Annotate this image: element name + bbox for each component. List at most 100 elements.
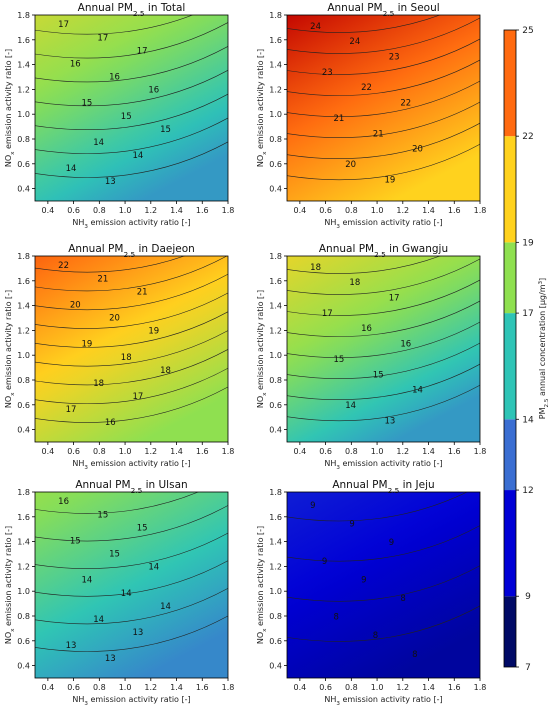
- contour-label: 21: [373, 129, 384, 139]
- contour-label: 15: [97, 510, 108, 520]
- y-tick-label: 0.6: [269, 401, 282, 410]
- contour-label: 22: [58, 261, 69, 271]
- panel-4: 18 18 17 17 16 16 15 15 14 14 13 0.4 0.6 0.8 1.0 1.2 1.4…: [256, 243, 486, 471]
- panel-6: 9 9 9 9 9 8 8 8 8 0.4 0.6 0.8 1.0 1.2 1.4 1.6 1.8 0.4 0.6 0…: [256, 479, 486, 707]
- contour-label: 14: [93, 138, 104, 148]
- contour-label: 19: [82, 340, 93, 350]
- colorbar-band: [504, 313, 516, 420]
- x-tick-label: 0.4: [293, 683, 306, 692]
- contour-label: 9: [389, 538, 394, 548]
- contour-line: [35, 93, 228, 131]
- y-tick-label: 1.8: [17, 11, 30, 20]
- x-tick-label: 1.8: [474, 206, 487, 215]
- contour-line: [35, 69, 228, 107]
- contour-line: [287, 256, 441, 274]
- contour-label: 14: [412, 386, 423, 396]
- contour-label: 16: [58, 497, 69, 507]
- x-tick-label: 1.6: [196, 447, 209, 456]
- contour-label: 14: [148, 563, 159, 573]
- contour-label: 23: [389, 52, 400, 62]
- contour-label: 20: [412, 145, 423, 155]
- contour-label: 14: [121, 589, 132, 599]
- contour-label: 24: [310, 22, 321, 32]
- y-tick-label: 1.6: [17, 277, 30, 286]
- contour-label: 13: [132, 628, 143, 638]
- panel-title: Annual PM2.5 in Daejeon: [68, 243, 195, 259]
- y-tick-label: 1.0: [17, 587, 30, 596]
- y-tick-label: 1.8: [17, 488, 30, 497]
- colorbar-band: [504, 596, 516, 667]
- y-tick-label: 0.6: [269, 160, 282, 169]
- y-tick-label: 1.8: [269, 11, 282, 20]
- x-tick-label: 0.6: [67, 206, 80, 215]
- x-tick-label: 1.8: [222, 683, 235, 692]
- contour-line: [35, 117, 228, 154]
- y-tick-label: 1.2: [269, 326, 282, 335]
- contour-line: [35, 256, 228, 292]
- y-tick-label: 1.4: [269, 61, 282, 70]
- contour-label: 17: [322, 309, 333, 319]
- contour-line: [287, 300, 480, 337]
- contour-label: 8: [373, 631, 378, 641]
- contour-line: [287, 605, 480, 642]
- x-tick-label: 0.8: [345, 447, 358, 456]
- contour-line: [35, 587, 228, 625]
- contour-label: 18: [310, 263, 321, 273]
- x-tick-label: 1.8: [222, 206, 235, 215]
- y-tick-label: 1.6: [269, 513, 282, 522]
- plot-frame: [286, 491, 481, 679]
- y-tick-label: 1.0: [269, 587, 282, 596]
- x-tick-label: 0.8: [93, 447, 106, 456]
- contour-fill: [35, 15, 228, 201]
- x-tick-label: 0.6: [319, 683, 332, 692]
- contour-label: 18: [349, 278, 360, 288]
- x-tick-label: 1.0: [119, 683, 132, 692]
- x-tick-label: 1.2: [396, 447, 409, 456]
- contour-label: 13: [384, 416, 395, 426]
- contour-label: 18: [93, 379, 104, 389]
- contour-label: 19: [148, 327, 159, 337]
- x-axis-label: NH3 emission activity ratio [-]: [324, 218, 442, 230]
- panel-title: Annual PM2.5 in Ulsan: [75, 479, 187, 495]
- contour-label: 15: [160, 125, 171, 135]
- contour-line: [35, 273, 228, 311]
- y-axis-label: NOx emission activity ratio [-]: [256, 526, 268, 644]
- contour-line: [287, 565, 480, 602]
- y-tick-label: 0.8: [17, 135, 30, 144]
- colorbar-tick-label: 12: [522, 486, 533, 496]
- y-tick-label: 0.8: [17, 612, 30, 621]
- contour-label: 17: [97, 33, 108, 43]
- contour-line: [287, 321, 480, 358]
- x-tick-label: 1.2: [144, 206, 157, 215]
- contour-label: 14: [345, 401, 356, 411]
- contour-label: 20: [70, 300, 81, 310]
- panel-3: 22 21 21 20 20 19 19 18 18 18 17 17 16 0.4 0.6 0.8 1.0 1.…: [4, 243, 234, 471]
- x-tick-label: 1.6: [448, 447, 461, 456]
- y-tick-label: 1.4: [269, 538, 282, 547]
- contour-label: 9: [361, 575, 366, 585]
- contour-fill: [287, 256, 480, 442]
- contour-line: [35, 367, 228, 405]
- contour-label: 20: [345, 160, 356, 170]
- y-tick-label: 1.8: [17, 252, 30, 261]
- contour-label: 8: [334, 613, 339, 623]
- contour-label: 15: [121, 112, 132, 122]
- contour-label: 15: [137, 523, 148, 533]
- y-tick-label: 0.4: [269, 185, 282, 194]
- contour-label: 22: [400, 99, 411, 109]
- contour-label: 15: [373, 370, 384, 380]
- contour-line: [287, 17, 480, 54]
- x-tick-label: 0.6: [67, 447, 80, 456]
- panel-title: Annual PM2.5 in Jeju: [332, 479, 434, 495]
- panel-5: 16 15 15 15 15 14 14 14 14 14 13 13 13 0.4 0.6 0.8 1.0 1.…: [4, 479, 235, 707]
- y-tick-label: 0.6: [17, 637, 30, 646]
- x-tick-label: 0.6: [67, 683, 80, 692]
- y-tick-label: 0.6: [17, 160, 30, 169]
- contour-line: [287, 258, 480, 295]
- x-axis-label: NH3 emission activity ratio [-]: [324, 459, 442, 471]
- y-tick-label: 0.4: [17, 662, 30, 671]
- y-tick-label: 1.2: [17, 85, 30, 94]
- contour-label: 24: [349, 37, 360, 47]
- contour-line: [35, 15, 194, 35]
